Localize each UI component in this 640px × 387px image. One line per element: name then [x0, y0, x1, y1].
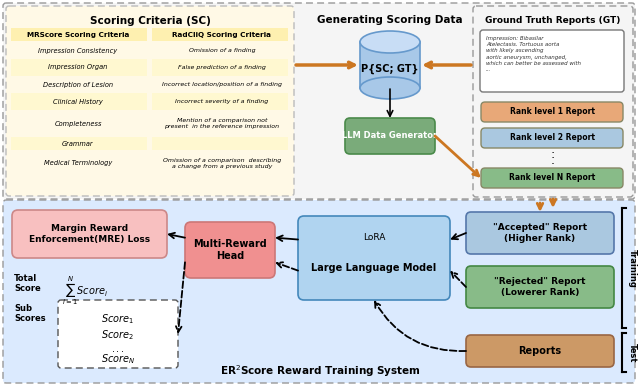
Bar [152, 59, 288, 76]
Text: $Score_2$: $Score_2$ [102, 328, 134, 342]
FancyBboxPatch shape [473, 6, 633, 197]
Text: $...$: $...$ [111, 344, 125, 354]
Text: ER$^2$Score Reward Training System: ER$^2$Score Reward Training System [220, 363, 420, 379]
Text: LoRA: LoRA [363, 233, 385, 243]
Text: Mention of a comparison not
present  in the reference impression: Mention of a comparison not present in t… [164, 118, 280, 129]
Text: LLM Data Generator: LLM Data Generator [342, 132, 438, 140]
Bar [152, 93, 288, 110]
FancyBboxPatch shape [345, 118, 435, 154]
Text: Rank level 2 Report: Rank level 2 Report [509, 134, 595, 142]
Text: Test: Test [627, 343, 637, 362]
Text: Impression Consistency: Impression Consistency [38, 48, 118, 53]
Text: Multi-Reward
Head: Multi-Reward Head [193, 239, 267, 261]
Text: Omission of a finding: Omission of a finding [189, 48, 255, 53]
Bar [11, 137, 147, 150]
Text: Scoring Criteria (SC): Scoring Criteria (SC) [90, 16, 211, 26]
Ellipse shape [360, 31, 420, 53]
Bar [152, 150, 288, 177]
Bar [11, 150, 147, 177]
Text: Margin Reward
Enforcement(MRE) Loss: Margin Reward Enforcement(MRE) Loss [29, 224, 150, 244]
Text: Medical Terminology: Medical Terminology [44, 161, 112, 166]
Text: Ground Truth Reports (GT): Ground Truth Reports (GT) [485, 16, 621, 25]
Text: Large Language Model: Large Language Model [312, 263, 436, 273]
Text: Sub
Scores: Sub Scores [14, 304, 45, 324]
Bar [360, 42, 420, 88]
FancyBboxPatch shape [3, 3, 635, 199]
FancyBboxPatch shape [480, 30, 624, 92]
Text: "Rejected" Report
(Lowerer Rank): "Rejected" Report (Lowerer Rank) [494, 277, 586, 297]
Text: Description of Lesion: Description of Lesion [43, 81, 113, 87]
FancyBboxPatch shape [298, 216, 450, 300]
Text: $\sum_{i=1}^{N}Score_i$: $\sum_{i=1}^{N}Score_i$ [62, 274, 108, 307]
Text: RadCliQ Scoring Criteria: RadCliQ Scoring Criteria [173, 31, 271, 38]
Bar [152, 28, 288, 41]
Bar [11, 28, 147, 41]
Text: $Score_1$: $Score_1$ [101, 312, 134, 326]
FancyBboxPatch shape [3, 200, 635, 383]
Text: Rank level N Report: Rank level N Report [509, 173, 595, 183]
Bar [152, 76, 288, 93]
Text: Clinical History: Clinical History [53, 98, 103, 104]
FancyBboxPatch shape [466, 212, 614, 254]
Text: Impression: Bibasilar
Atelectasis. Tortuous aorta
with likely ascending
aortic a: Impression: Bibasilar Atelectasis. Tortu… [486, 36, 581, 72]
Text: P{SC; GT}: P{SC; GT} [361, 64, 419, 74]
FancyBboxPatch shape [481, 168, 623, 188]
Bar [11, 59, 147, 76]
Text: Generating Scoring Data: Generating Scoring Data [317, 15, 463, 25]
Text: False prediction of a finding: False prediction of a finding [178, 65, 266, 70]
Text: Training: Training [627, 248, 637, 288]
Text: Grammar: Grammar [62, 140, 94, 147]
Text: Incorrect severity of a finding: Incorrect severity of a finding [175, 99, 269, 104]
FancyBboxPatch shape [481, 102, 623, 122]
Bar [11, 110, 147, 137]
FancyBboxPatch shape [466, 266, 614, 308]
Text: $Score_N$: $Score_N$ [101, 352, 135, 366]
Text: Omission of a comparison  describing
a change from a previous study: Omission of a comparison describing a ch… [163, 158, 281, 169]
Bar [11, 42, 147, 59]
Text: Reports: Reports [518, 346, 561, 356]
Text: :: : [551, 147, 555, 161]
Text: Rank level 1 Report: Rank level 1 Report [509, 108, 595, 116]
Text: MRScore Scoring Criteria: MRScore Scoring Criteria [27, 31, 129, 38]
Text: Impression Organ: Impression Organ [48, 65, 108, 70]
FancyBboxPatch shape [481, 128, 623, 148]
Bar [152, 137, 288, 150]
Text: "Accepted" Report
(Higher Rank): "Accepted" Report (Higher Rank) [493, 223, 587, 243]
FancyBboxPatch shape [12, 210, 167, 258]
Ellipse shape [360, 77, 420, 99]
Bar [11, 76, 147, 93]
Text: Completeness: Completeness [54, 120, 102, 127]
Bar [152, 110, 288, 137]
FancyBboxPatch shape [185, 222, 275, 278]
FancyBboxPatch shape [58, 300, 178, 368]
Text: Incorrect location/position of a finding: Incorrect location/position of a finding [162, 82, 282, 87]
Text: .: . [551, 154, 555, 166]
FancyBboxPatch shape [466, 335, 614, 367]
Bar [11, 93, 147, 110]
Text: Total
Score: Total Score [14, 274, 41, 293]
FancyBboxPatch shape [6, 6, 294, 196]
Bar [152, 42, 288, 59]
